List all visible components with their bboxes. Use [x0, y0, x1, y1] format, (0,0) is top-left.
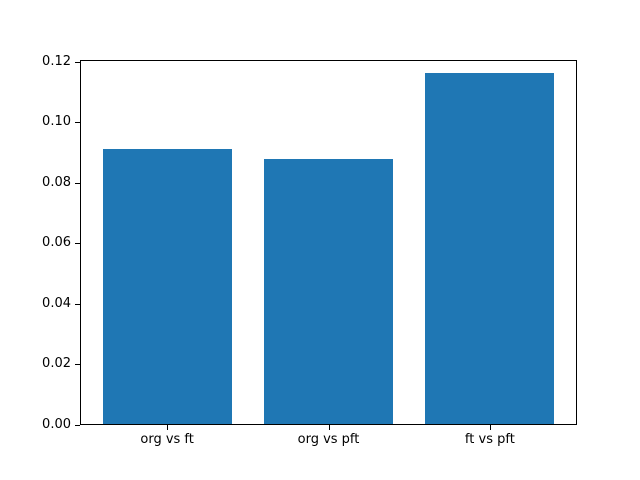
y-tick-label: 0.00	[42, 417, 71, 432]
y-tick-label: 0.12	[42, 53, 71, 69]
y-tick-mark	[75, 61, 80, 63]
y-tick-mark	[75, 182, 80, 184]
y-tick-mark	[75, 243, 80, 245]
bar-ft-vs-pft	[425, 73, 555, 425]
y-tick-mark	[75, 303, 80, 305]
x-tick-mark	[167, 425, 169, 430]
y-tick-mark	[75, 425, 80, 426]
x-tick-label: org vs ft	[140, 432, 194, 447]
x-tick-label: ft vs pft	[464, 432, 515, 447]
y-tick-label: 0.08	[42, 174, 71, 190]
y-tick-label: 0.02	[42, 356, 71, 372]
y-tick-mark	[75, 364, 80, 366]
bar-org-vs-ft	[102, 148, 232, 425]
y-tick-label: 0.06	[42, 235, 71, 251]
x-tick-label: org vs pft	[297, 432, 360, 447]
y-tick-mark	[75, 122, 80, 124]
bar-org-vs-pft	[263, 159, 394, 425]
y-tick-label: 0.10	[42, 114, 71, 130]
x-tick-mark	[328, 425, 330, 430]
x-tick-mark	[489, 425, 491, 430]
y-tick-label: 0.04	[42, 295, 71, 311]
